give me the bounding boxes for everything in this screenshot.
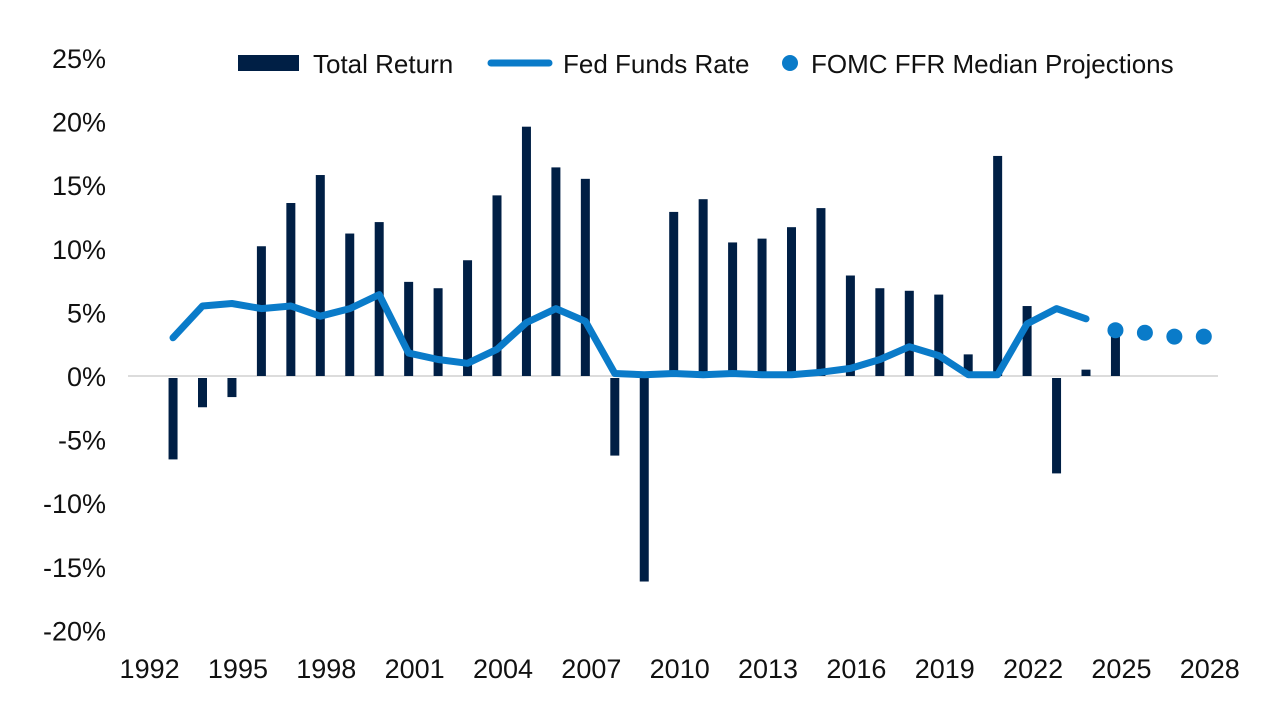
x-tick-label: 2004 bbox=[473, 654, 533, 684]
x-tick-label: 2028 bbox=[1180, 654, 1240, 684]
x-tick-label: 2025 bbox=[1091, 654, 1151, 684]
total-return-bar bbox=[521, 126, 531, 376]
x-axis: 1992 1995 1998 2001 2004 2007 2010 2013 2016 2019… bbox=[120, 654, 1240, 684]
total-return-bar bbox=[698, 199, 708, 376]
total-return-bar bbox=[904, 290, 914, 376]
total-return-bar bbox=[610, 378, 620, 456]
total-return-bar bbox=[963, 354, 973, 376]
legend-item-fomc-projections[interactable]: FOMC FFR Median Projections bbox=[782, 49, 1174, 79]
y-tick-label: 15% bbox=[52, 171, 106, 201]
total-return-bar bbox=[227, 378, 237, 398]
legend-bar-swatch bbox=[238, 55, 299, 71]
total-return-bar bbox=[728, 242, 738, 376]
legend-item-total-return[interactable]: Total Return bbox=[238, 49, 453, 79]
total-return-bar bbox=[639, 378, 649, 582]
x-tick-label: 2010 bbox=[650, 654, 710, 684]
total-return-bar bbox=[845, 275, 855, 376]
total-return-bar bbox=[787, 227, 796, 376]
fed-funds-rate-line bbox=[169, 291, 1090, 379]
total-return-bar bbox=[168, 378, 178, 460]
total-return-bar bbox=[1052, 378, 1062, 474]
x-tick-label: 2016 bbox=[826, 654, 886, 684]
y-tick-label: -15% bbox=[43, 553, 106, 583]
total-return-bar bbox=[463, 260, 473, 376]
total-return-bar bbox=[993, 155, 1003, 376]
total-return-bar bbox=[757, 238, 767, 376]
total-return-bar bbox=[1081, 369, 1091, 376]
total-return-bar bbox=[816, 208, 826, 376]
total-return-bar bbox=[433, 288, 443, 376]
x-tick-label: 2013 bbox=[738, 654, 798, 684]
total-return-bar bbox=[198, 378, 207, 408]
x-tick-label: 2022 bbox=[1003, 654, 1063, 684]
total-return-bar bbox=[551, 167, 561, 376]
total-return-bar bbox=[404, 281, 414, 376]
legend-label-fomc-projections: FOMC FFR Median Projections bbox=[811, 49, 1174, 79]
x-tick-label: 2007 bbox=[561, 654, 621, 684]
total-return-bar bbox=[875, 288, 885, 376]
x-tick-label: 1998 bbox=[296, 654, 356, 684]
total-return-bar bbox=[669, 211, 679, 376]
y-tick-label: -10% bbox=[43, 489, 106, 519]
total-return-bar bbox=[934, 294, 944, 376]
x-tick-label: 1995 bbox=[208, 654, 268, 684]
total-return-bar bbox=[286, 203, 296, 376]
legend-label-total-return: Total Return bbox=[313, 49, 453, 79]
legend-label-fed-funds-rate: Fed Funds Rate bbox=[563, 49, 749, 79]
fomc-projection-dot bbox=[1107, 322, 1124, 339]
y-tick-label: 25% bbox=[52, 44, 106, 74]
total-return-bar bbox=[1110, 325, 1120, 376]
x-tick-label: 2001 bbox=[385, 654, 445, 684]
x-tick-label: 2019 bbox=[915, 654, 975, 684]
y-axis: 25% 20% 15% 10% 5% 0% -5% -10% -15% -20% bbox=[43, 44, 106, 646]
legend: Total Return Fed Funds Rate FOMC FFR Med… bbox=[238, 49, 1174, 79]
total-return-bars bbox=[168, 126, 1120, 582]
y-tick-label: 10% bbox=[52, 235, 106, 265]
y-tick-label: 0% bbox=[67, 362, 106, 392]
total-return-bar bbox=[315, 175, 325, 376]
fomc-projection-dots bbox=[1107, 322, 1212, 345]
total-return-bar bbox=[492, 195, 502, 376]
total-return-bar bbox=[1022, 306, 1032, 376]
fomc-projection-dot bbox=[1136, 324, 1153, 341]
x-tick-label: 1992 bbox=[120, 654, 180, 684]
fomc-projection-dot bbox=[1195, 328, 1212, 345]
legend-dot-swatch bbox=[782, 55, 798, 71]
total-return-bar bbox=[580, 178, 590, 376]
y-tick-label: -20% bbox=[43, 616, 106, 646]
y-tick-label: -5% bbox=[58, 426, 106, 456]
y-tick-label: 5% bbox=[67, 298, 106, 328]
fomc-projection-dot bbox=[1166, 328, 1183, 345]
legend-item-fed-funds-rate[interactable]: Fed Funds Rate bbox=[487, 49, 749, 79]
y-tick-label: 20% bbox=[52, 108, 106, 138]
